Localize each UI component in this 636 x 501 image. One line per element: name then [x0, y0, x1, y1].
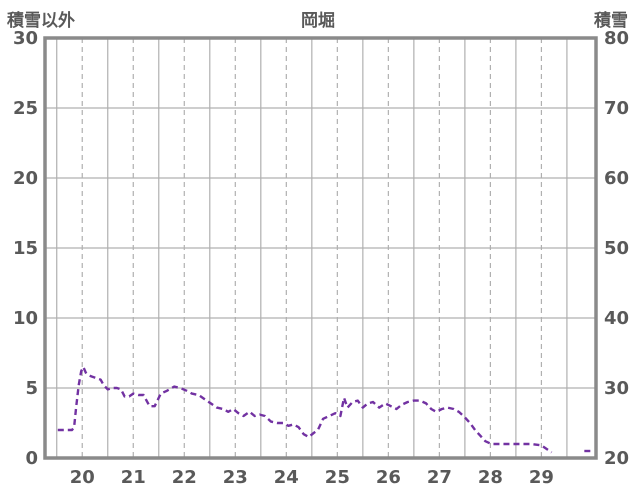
chart-title: 岡堀 [301, 11, 335, 31]
y-axis-right-tick-label: 40 [604, 308, 629, 329]
y-axis-right-tick-label: 70 [604, 98, 629, 119]
y-axis-left-tick-label: 10 [13, 308, 38, 329]
x-axis-tick-label: 26 [376, 467, 401, 488]
series-line [57, 365, 553, 454]
plot-border [43, 36, 598, 460]
left-axis-title: 積雪以外 [7, 11, 75, 31]
y-axis-left-tick-label: 25 [13, 98, 38, 119]
y-axis-right-tick-label: 20 [604, 448, 629, 469]
x-axis-tick-label: 28 [478, 467, 503, 488]
x-axis-tick-label: 21 [121, 467, 146, 488]
y-axis-right-tick-label: 30 [604, 378, 629, 399]
y-axis-left-tick-label: 30 [13, 28, 38, 49]
y-axis-right-tick-label: 60 [604, 168, 629, 189]
x-axis-tick-label: 23 [223, 467, 248, 488]
x-axis-tick-label: 25 [325, 467, 350, 488]
x-axis-tick-label: 24 [274, 467, 299, 488]
y-axis-left-tick-label: 15 [13, 238, 38, 259]
right-axis-title: 積雪 [594, 11, 628, 31]
y-axis-left-tick-label: 5 [25, 378, 38, 399]
y-axis-left-tick-label: 20 [13, 168, 38, 189]
y-axis-right-tick-label: 80 [604, 28, 629, 49]
x-axis-tick-label: 22 [172, 467, 197, 488]
x-axis-tick-label: 27 [427, 467, 452, 488]
x-axis-tick-label: 20 [70, 467, 95, 488]
y-axis-right-tick-label: 50 [604, 238, 629, 259]
x-axis-tick-label: 29 [529, 467, 554, 488]
y-axis-left-tick-label: 0 [25, 448, 38, 469]
